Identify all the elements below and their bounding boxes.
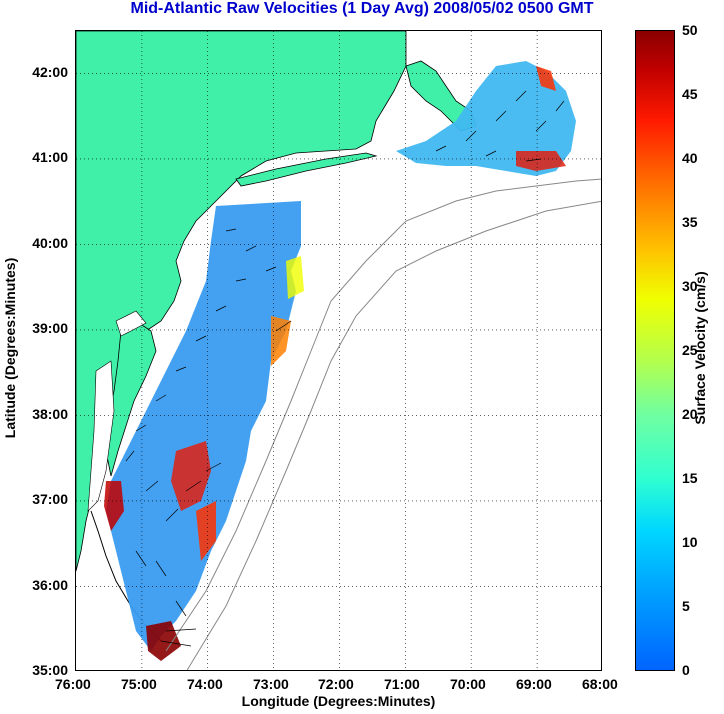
velocity-hotspot-5 — [196, 501, 216, 561]
map-canvas — [76, 31, 601, 670]
velocity-hotspot-3 — [146, 621, 181, 661]
x-tick-label: 76:00 — [55, 676, 91, 692]
y-tick-label: 42:00 — [32, 64, 68, 80]
isobath-shelf — [165, 178, 601, 652]
x-tick-label: 72:00 — [318, 676, 354, 692]
x-tick-label: 68:00 — [582, 676, 618, 692]
x-tick-label: 74:00 — [187, 676, 223, 692]
velocity-hotspot-6 — [286, 256, 304, 299]
colorbar-tick-label: 25 — [682, 342, 698, 358]
colorbar-tick-label: 35 — [682, 214, 698, 230]
velocity-hotspot-north-2 — [536, 66, 556, 91]
colorbar-tick-label: 10 — [682, 534, 698, 550]
y-tick-label: 41:00 — [32, 149, 68, 165]
colorbar-tick-label: 50 — [682, 22, 698, 38]
x-tick-label: 71:00 — [384, 676, 420, 692]
land-long-island — [235, 152, 378, 187]
velocity-hotspot-1 — [171, 441, 211, 511]
colorbar-tick-label: 40 — [682, 150, 698, 166]
colorbar-tick-label: 15 — [682, 470, 698, 486]
velocity-region-south — [106, 201, 301, 651]
delaware-bay — [115, 310, 147, 337]
x-tick-label: 73:00 — [253, 676, 289, 692]
y-tick-label: 40:00 — [32, 235, 68, 251]
colorbar-tick-label: 0 — [682, 662, 690, 678]
velocity-region-north — [396, 61, 576, 176]
chesapeake-bay — [87, 360, 115, 512]
grid-lines — [76, 31, 601, 670]
y-tick-label: 36:00 — [32, 577, 68, 593]
colorbar-tick-label: 30 — [682, 278, 698, 294]
y-tick-label: 38:00 — [32, 406, 68, 422]
colorbar-tick-label: 5 — [682, 598, 690, 614]
colorbar-title: Surface Velocity (cm/s) — [692, 271, 708, 425]
x-tick-label: 70:00 — [450, 676, 486, 692]
velocity-hotspot-4 — [271, 316, 291, 366]
x-tick-label: 69:00 — [516, 676, 552, 692]
colorbar-tick-label: 20 — [682, 406, 698, 422]
map-area[interactable] — [75, 30, 602, 671]
y-tick-label: 35:00 — [32, 662, 68, 678]
isobath-slope — [186, 200, 601, 670]
velocity-hotspot-north-1 — [516, 151, 566, 171]
x-axis-title: Longitude (Degrees:Minutes) — [241, 693, 436, 709]
colorbar — [635, 30, 675, 671]
velocity-hotspot-2 — [104, 481, 124, 531]
y-tick-label: 39:00 — [32, 320, 68, 336]
velocity-arrows — [125, 90, 565, 647]
y-tick-label: 37:00 — [32, 491, 68, 507]
x-tick-label: 75:00 — [121, 676, 157, 692]
y-axis-title: Latitude (Degrees:Minutes) — [2, 257, 18, 439]
map-title: Mid-Atlantic Raw Velocities (1 Day Avg) … — [130, 0, 594, 17]
colorbar-tick-label: 45 — [682, 86, 698, 102]
